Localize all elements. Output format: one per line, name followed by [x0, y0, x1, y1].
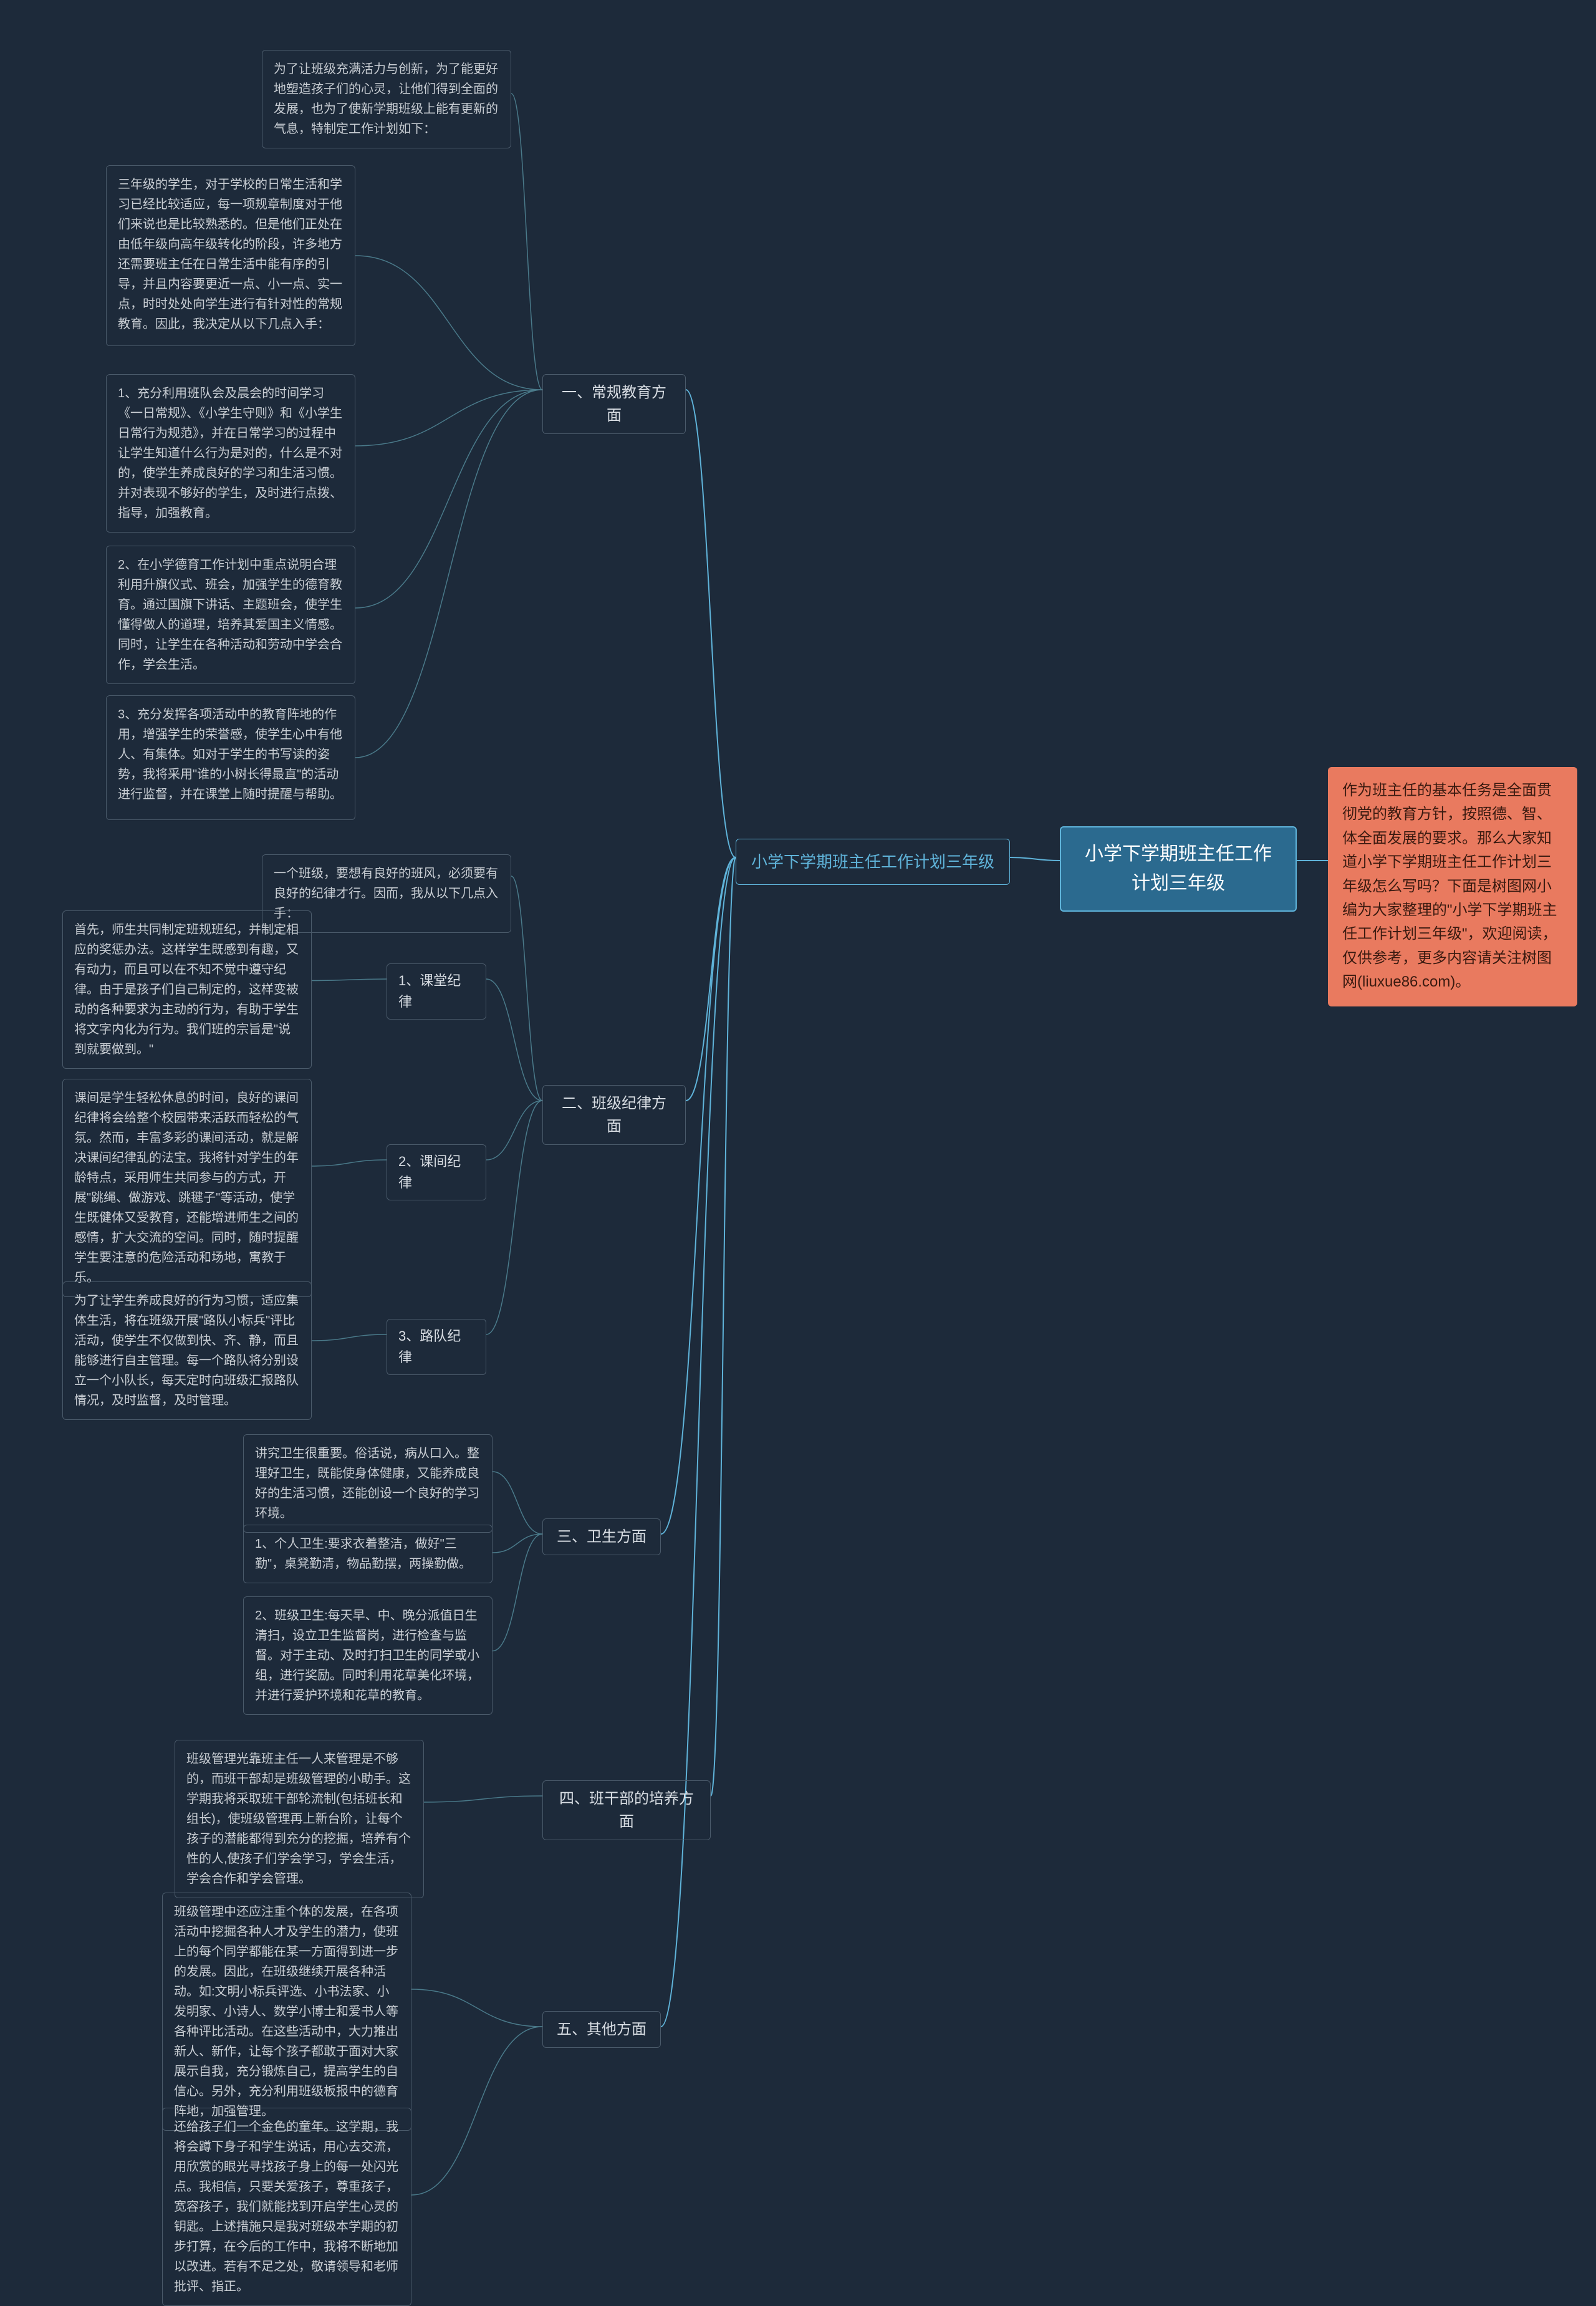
branch-3: 四、班干部的培养方面	[542, 1780, 711, 1840]
sub-1-0-label: 1、课堂纪律	[398, 973, 461, 1010]
leaf-4-0-label: 班级管理中还应注重个体的发展，在各项活动中挖掘各种人才及学生的潜力，使班上的每个…	[174, 1905, 398, 2118]
sub-1-2: 3、路队纪律	[387, 1319, 486, 1375]
leaf-4-1: 还给孩子们一个金色的童年。这学期，我将会蹲下身子和学生说话，用心去交流，用欣赏的…	[162, 2108, 411, 2306]
branch-4: 五、其他方面	[542, 2011, 661, 2048]
leaf-0-0-label: 为了让班级充满活力与创新，为了能更好地塑造孩子们的心灵，让他们得到全面的发展，也…	[274, 62, 498, 136]
sub-1-1: 2、课间纪律	[387, 1144, 486, 1200]
leaf-0-1: 三年级的学生，对于学校的日常生活和学习已经比较适应，每一项规章制度对于他们来说也…	[106, 165, 355, 346]
leaf-0-3: 2、在小学德育工作计划中重点说明合理利用升旗仪式、班会，加强学生的德育教育。通过…	[106, 546, 355, 684]
sub-1-0: 1、课堂纪律	[387, 963, 486, 1020]
subleaf-1-1-label: 课间是学生轻松休息的时间，良好的课间纪律将会给整个校园带来活跃而轻松的气氛。然而…	[74, 1091, 299, 1285]
root-node: 小学下学期班主任工作计划三年级	[1060, 826, 1297, 912]
branch-0: 一、常规教育方面	[542, 374, 686, 434]
intro-text: 作为班主任的基本任务是全面贯彻党的教育方针，按照德、智、体全面发展的要求。那么大…	[1342, 782, 1557, 990]
branch-1: 二、班级纪律方面	[542, 1085, 686, 1145]
branch-0-label: 一、常规教育方面	[562, 384, 666, 424]
subleaf-1-2-label: 为了让学生养成良好的行为习惯，适应集体生活，将在班级开展"路队小标兵"评比活动，…	[74, 1294, 299, 1407]
leaf-0-0: 为了让班级充满活力与创新，为了能更好地塑造孩子们的心灵，让他们得到全面的发展，也…	[262, 50, 511, 148]
leaf-0-2: 1、充分利用班队会及晨会的时间学习《一日常规》、《小学生守则》和《小学生日常行为…	[106, 374, 355, 533]
subleaf-1-0: 首先，师生共同制定班规班纪，并制定相应的奖惩办法。这样学生既感到有趣，又有动力，…	[62, 910, 312, 1069]
leaf-3-0-label: 班级管理光靠班主任一人来管理是不够的，而班干部却是班级管理的小助手。这学期我将采…	[186, 1752, 411, 1886]
branch-4-label: 五、其他方面	[557, 2021, 647, 2038]
leaf-2-1-label: 1、个人卫生:要求衣着整洁，做好"三勤"，桌凳勤清，物品勤摆，两操勤做。	[255, 1537, 471, 1571]
subleaf-1-1: 课间是学生轻松休息的时间，良好的课间纪律将会给整个校园带来活跃而轻松的气氛。然而…	[62, 1079, 312, 1297]
branch-1-label: 二、班级纪律方面	[562, 1095, 666, 1135]
central-link-node: 小学下学期班主任工作计划三年级	[736, 839, 1010, 885]
intro-node: 作为班主任的基本任务是全面贯彻党的教育方针，按照德、智、体全面发展的要求。那么大…	[1328, 767, 1577, 1006]
leaf-2-2-label: 2、班级卫生:每天早、中、晚分派值日生清扫，设立卫生监督岗，进行检查与监督。对于…	[255, 1609, 479, 1702]
leaf-0-4: 3、充分发挥各项活动中的教育阵地的作用，增强学生的荣誉感，使学生心中有他人、有集…	[106, 695, 355, 820]
branch-3-label: 四、班干部的培养方面	[559, 1790, 694, 1830]
sub-1-1-label: 2、课间纪律	[398, 1154, 461, 1190]
leaf-2-0: 讲究卫生很重要。俗话说，病从口入。整理好卫生，既能使身体健康，又能养成良好的生活…	[243, 1434, 493, 1533]
leaf-4-0: 班级管理中还应注重个体的发展，在各项活动中挖掘各种人才及学生的潜力，使班上的每个…	[162, 1893, 411, 2131]
leaf-0-2-label: 1、充分利用班队会及晨会的时间学习《一日常规》、《小学生守则》和《小学生日常行为…	[118, 387, 342, 520]
central-link-label: 小学下学期班主任工作计划三年级	[751, 852, 994, 871]
leaf-2-2: 2、班级卫生:每天早、中、晚分派值日生清扫，设立卫生监督岗，进行检查与监督。对于…	[243, 1596, 493, 1715]
leaf-2-0-label: 讲究卫生很重要。俗话说，病从口入。整理好卫生，既能使身体健康，又能养成良好的生活…	[255, 1447, 479, 1520]
branch-2-label: 三、卫生方面	[557, 1528, 647, 1545]
leaf-0-1-label: 三年级的学生，对于学校的日常生活和学习已经比较适应，每一项规章制度对于他们来说也…	[118, 178, 342, 331]
sub-1-2-label: 3、路队纪律	[398, 1328, 461, 1365]
leaf-0-4-label: 3、充分发挥各项活动中的教育阵地的作用，增强学生的荣誉感，使学生心中有他人、有集…	[118, 708, 342, 801]
branch-2: 三、卫生方面	[542, 1518, 661, 1555]
subleaf-1-2: 为了让学生养成良好的行为习惯，适应集体生活，将在班级开展"路队小标兵"评比活动，…	[62, 1281, 312, 1420]
leaf-4-1-label: 还给孩子们一个金色的童年。这学期，我将会蹲下身子和学生说话，用心去交流，用欣赏的…	[174, 2120, 398, 2294]
leaf-2-1: 1、个人卫生:要求衣着整洁，做好"三勤"，桌凳勤清，物品勤摆，两操勤做。	[243, 1525, 493, 1583]
subleaf-1-0-label: 首先，师生共同制定班规班纪，并制定相应的奖惩办法。这样学生既感到有趣，又有动力，…	[74, 923, 299, 1056]
leaf-3-0: 班级管理光靠班主任一人来管理是不够的，而班干部却是班级管理的小助手。这学期我将采…	[175, 1740, 424, 1898]
root-label: 小学下学期班主任工作计划三年级	[1085, 844, 1272, 894]
leaf-0-3-label: 2、在小学德育工作计划中重点说明合理利用升旗仪式、班会，加强学生的德育教育。通过…	[118, 558, 342, 672]
